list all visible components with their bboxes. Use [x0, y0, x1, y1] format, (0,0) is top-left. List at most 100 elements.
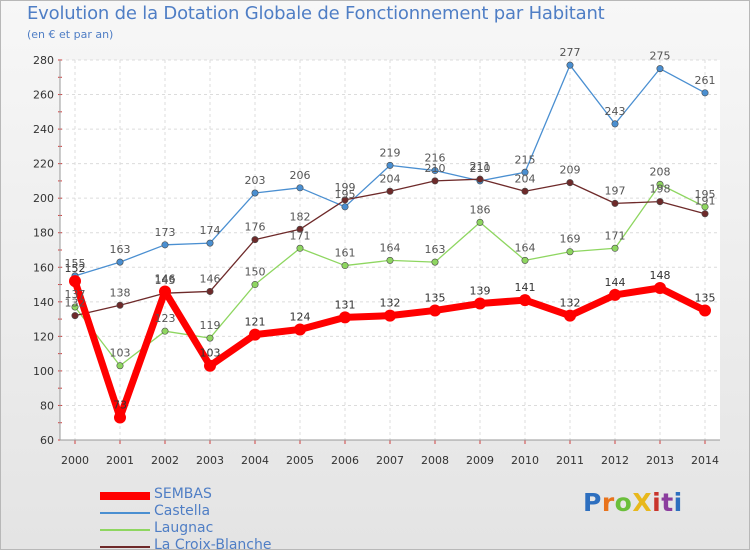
data-point: [204, 359, 216, 372]
y-tick-label: 220: [33, 158, 54, 171]
x-tick-label: 2004: [241, 454, 269, 467]
data-point: [476, 175, 484, 183]
x-tick-label: 2010: [511, 454, 539, 467]
data-label: 197: [605, 184, 626, 197]
data-label: 141: [515, 281, 536, 294]
data-label: 161: [335, 247, 356, 260]
data-point: [116, 362, 124, 370]
data-point: [656, 198, 664, 206]
data-point: [296, 184, 304, 192]
data-label: 277: [560, 46, 581, 59]
y-tick-label: 280: [33, 54, 54, 67]
data-point: [566, 61, 574, 69]
data-point: [206, 334, 214, 342]
data-point: [431, 167, 439, 175]
data-label: 261: [695, 74, 716, 87]
data-point: [656, 180, 664, 188]
data-point: [71, 312, 79, 320]
x-tick-label: 2001: [106, 454, 134, 467]
data-label: 163: [110, 243, 131, 256]
series-layer: [69, 61, 711, 424]
data-point: [611, 199, 619, 207]
x-tick-label: 2009: [466, 454, 494, 467]
x-tick-label: 2008: [421, 454, 449, 467]
data-label: 210: [470, 162, 491, 175]
data-point: [206, 287, 214, 295]
data-label: 211: [470, 160, 491, 173]
data-point: [116, 301, 124, 309]
data-label: 148: [650, 269, 671, 282]
data-label: 150: [245, 266, 266, 279]
chart-title: Evolution de la Dotation Globale de Fonc…: [27, 3, 605, 24]
data-label: 164: [380, 241, 401, 254]
y-tick-label: 240: [33, 123, 54, 136]
data-label: 210: [425, 162, 446, 175]
x-tick-label: 2005: [286, 454, 314, 467]
data-point: [116, 258, 124, 266]
data-label: 145: [155, 274, 176, 287]
data-label: 171: [605, 229, 626, 242]
data-label: 209: [560, 164, 581, 177]
data-label: 215: [515, 153, 536, 166]
data-point: [386, 187, 394, 195]
legend-label: La Croix-Blanche: [154, 537, 272, 553]
data-point: [611, 244, 619, 252]
data-point: [161, 241, 169, 249]
data-label: 208: [650, 165, 671, 178]
data-label: 132: [380, 297, 401, 310]
data-point: [521, 187, 529, 195]
data-point: [474, 297, 486, 310]
x-tick-label: 2003: [196, 454, 224, 467]
data-point: [429, 304, 441, 317]
data-point: [699, 304, 711, 317]
x-tick-label: 2002: [151, 454, 179, 467]
data-label: 132: [560, 297, 581, 310]
legend-swatch: [100, 546, 150, 548]
data-label: 135: [695, 291, 716, 304]
data-label: 103: [110, 347, 131, 360]
data-point: [159, 285, 171, 298]
data-label: 132: [65, 297, 86, 310]
legend-swatch: [100, 529, 150, 531]
data-label: 155: [65, 257, 86, 270]
data-label: 119: [200, 319, 221, 332]
data-label-layer: 152 73 146 103 121 124 131 132 135 139 141 132 144 14…: [65, 46, 716, 411]
x-tick-label: 2006: [331, 454, 359, 467]
data-label: 206: [290, 169, 311, 182]
data-label: 174: [200, 224, 221, 237]
data-label: 275: [650, 50, 671, 63]
data-point: [519, 294, 531, 307]
data-point: [251, 236, 259, 244]
data-label: 123: [155, 312, 176, 325]
y-tick-label: 100: [33, 365, 54, 378]
data-label: 204: [380, 172, 401, 185]
data-label: 173: [155, 226, 176, 239]
x-tick-label: 2000: [61, 454, 89, 467]
chart-subtitle: (en € et par an): [27, 28, 114, 41]
data-point: [521, 168, 529, 176]
axis-layer: 60 80 100 120 140 160 180 200 220 240 260 280 2000 20…: [33, 54, 720, 467]
data-label: 186: [470, 203, 491, 216]
x-tick-label: 2007: [376, 454, 404, 467]
data-point: [296, 225, 304, 233]
data-point: [294, 323, 306, 336]
data-point: [341, 203, 349, 211]
data-label: 121: [245, 316, 266, 329]
data-point: [564, 309, 576, 322]
y-tick-label: 60: [40, 434, 54, 447]
legend-label: Laugnac: [154, 520, 214, 536]
y-tick-label: 80: [40, 399, 54, 412]
data-label: 216: [425, 152, 446, 165]
data-point: [701, 89, 709, 97]
data-point: [566, 248, 574, 256]
data-label: 139: [470, 285, 491, 298]
data-point: [476, 218, 484, 226]
data-point: [341, 196, 349, 204]
data-label: 164: [515, 241, 536, 254]
data-label: 146: [200, 272, 221, 285]
data-point: [251, 189, 259, 197]
data-point: [296, 244, 304, 252]
data-label: 195: [695, 188, 716, 201]
legend-label: SEMBAS: [154, 486, 212, 502]
